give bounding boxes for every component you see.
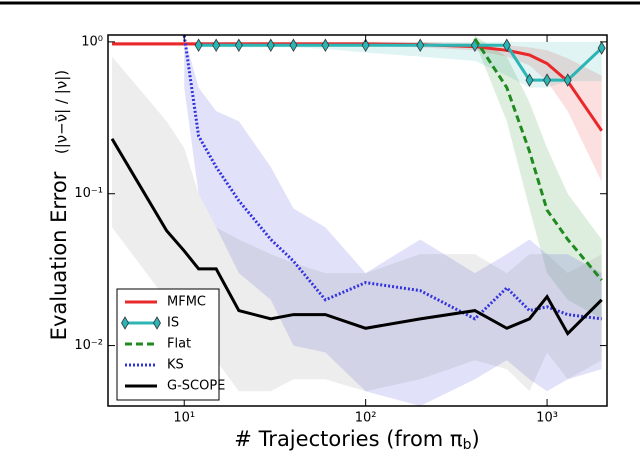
x-label-part: )	[471, 427, 479, 451]
legend-box	[116, 288, 220, 401]
y-axis-formula: (|ν−ν̄| / |ν|)	[53, 70, 71, 154]
plot-area	[110, 35, 606, 406]
data-point	[543, 73, 552, 87]
error-band	[184, 35, 602, 406]
error-band	[474, 35, 602, 319]
legend-label: Flat	[167, 337, 191, 352]
error-band	[112, 41, 602, 182]
series-line	[182, 35, 602, 321]
data-point	[321, 38, 330, 53]
data-point	[266, 38, 275, 53]
data-point	[234, 38, 243, 53]
x-label-part: # Trajectories (from π	[234, 427, 463, 451]
x-tick-label: 10³	[536, 411, 558, 426]
error-band	[112, 56, 602, 392]
x-tick-label: 10¹	[173, 411, 195, 426]
x-label-part: b	[463, 437, 472, 453]
x-axis-label: # Trajectories (from πb)	[234, 427, 479, 453]
data-point	[212, 38, 221, 53]
data-point	[563, 73, 572, 87]
data-point	[502, 38, 511, 53]
series-line	[473, 37, 603, 282]
y-axis-label: Evaluation Error	[47, 171, 71, 340]
data-point	[525, 73, 534, 87]
data-point	[361, 38, 370, 53]
series-line	[110, 138, 603, 337]
legend-label: IS	[167, 316, 179, 331]
data-point	[416, 38, 425, 53]
y-tick-label: 10⁻¹	[74, 186, 103, 201]
y-tick-label: 10⁰	[81, 34, 103, 49]
error-band	[198, 41, 602, 88]
legend-label: G-SCOPE	[167, 379, 225, 394]
x-tick-label: 10²	[355, 411, 377, 426]
y-tick-label: 10⁻²	[74, 338, 103, 353]
plot-frame	[107, 34, 608, 407]
legend-label: KS	[167, 358, 184, 373]
legend-label: MFMC	[167, 295, 206, 310]
legend-marker	[121, 316, 129, 330]
legend-marker	[153, 316, 161, 330]
data-point	[194, 38, 203, 53]
legend: MFMC IS Flat KS G-SCOPE	[116, 288, 225, 401]
data-point	[289, 38, 298, 53]
data-point	[597, 41, 606, 55]
